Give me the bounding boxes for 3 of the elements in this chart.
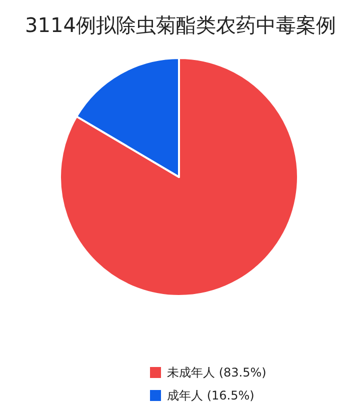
legend-label: 成年人 (16.5%) xyxy=(167,388,254,402)
legend-label: 未成年人 (83.5%) xyxy=(167,366,266,380)
chart-title: 3114例拟除虫菊酯类农药中毒案例 xyxy=(25,13,336,37)
